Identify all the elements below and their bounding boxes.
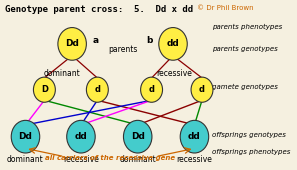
Text: © Dr Phil Brown: © Dr Phil Brown — [197, 5, 254, 11]
Text: recessive: recessive — [63, 156, 99, 165]
Text: recessive: recessive — [176, 156, 212, 165]
Ellipse shape — [86, 77, 108, 102]
Text: d: d — [94, 85, 100, 94]
Text: a: a — [93, 36, 99, 45]
Text: d: d — [199, 85, 205, 94]
Text: Genotype parent cross:  5.  Dd x dd: Genotype parent cross: 5. Dd x dd — [5, 5, 193, 14]
Ellipse shape — [191, 77, 213, 102]
Ellipse shape — [159, 28, 187, 60]
Ellipse shape — [67, 120, 95, 153]
Text: dd: dd — [167, 39, 179, 48]
Ellipse shape — [34, 77, 55, 102]
Text: dd: dd — [75, 132, 87, 141]
Text: Dd: Dd — [131, 132, 145, 141]
Text: dominant: dominant — [44, 69, 80, 78]
Text: parents phenotypes: parents phenotypes — [212, 24, 282, 30]
Text: parents: parents — [108, 45, 137, 54]
Text: Dd: Dd — [65, 39, 79, 48]
Text: dominant: dominant — [119, 156, 156, 165]
Text: dd: dd — [188, 132, 201, 141]
Text: recessive: recessive — [156, 69, 192, 78]
Text: offsprings phenotypes: offsprings phenotypes — [212, 149, 290, 155]
Ellipse shape — [140, 77, 162, 102]
Ellipse shape — [11, 120, 40, 153]
Ellipse shape — [180, 120, 209, 153]
Text: parents genotypes: parents genotypes — [212, 46, 278, 52]
Text: all carriers of the recessive gene: all carriers of the recessive gene — [45, 155, 175, 161]
Text: D: D — [41, 85, 48, 94]
Text: d: d — [148, 85, 154, 94]
Ellipse shape — [124, 120, 152, 153]
Text: gamete genotypes: gamete genotypes — [212, 84, 278, 90]
Text: offsprings genotypes: offsprings genotypes — [212, 132, 286, 138]
Text: Dd: Dd — [18, 132, 32, 141]
Text: dominant: dominant — [7, 156, 44, 165]
Ellipse shape — [58, 28, 86, 60]
Text: b: b — [146, 36, 152, 45]
